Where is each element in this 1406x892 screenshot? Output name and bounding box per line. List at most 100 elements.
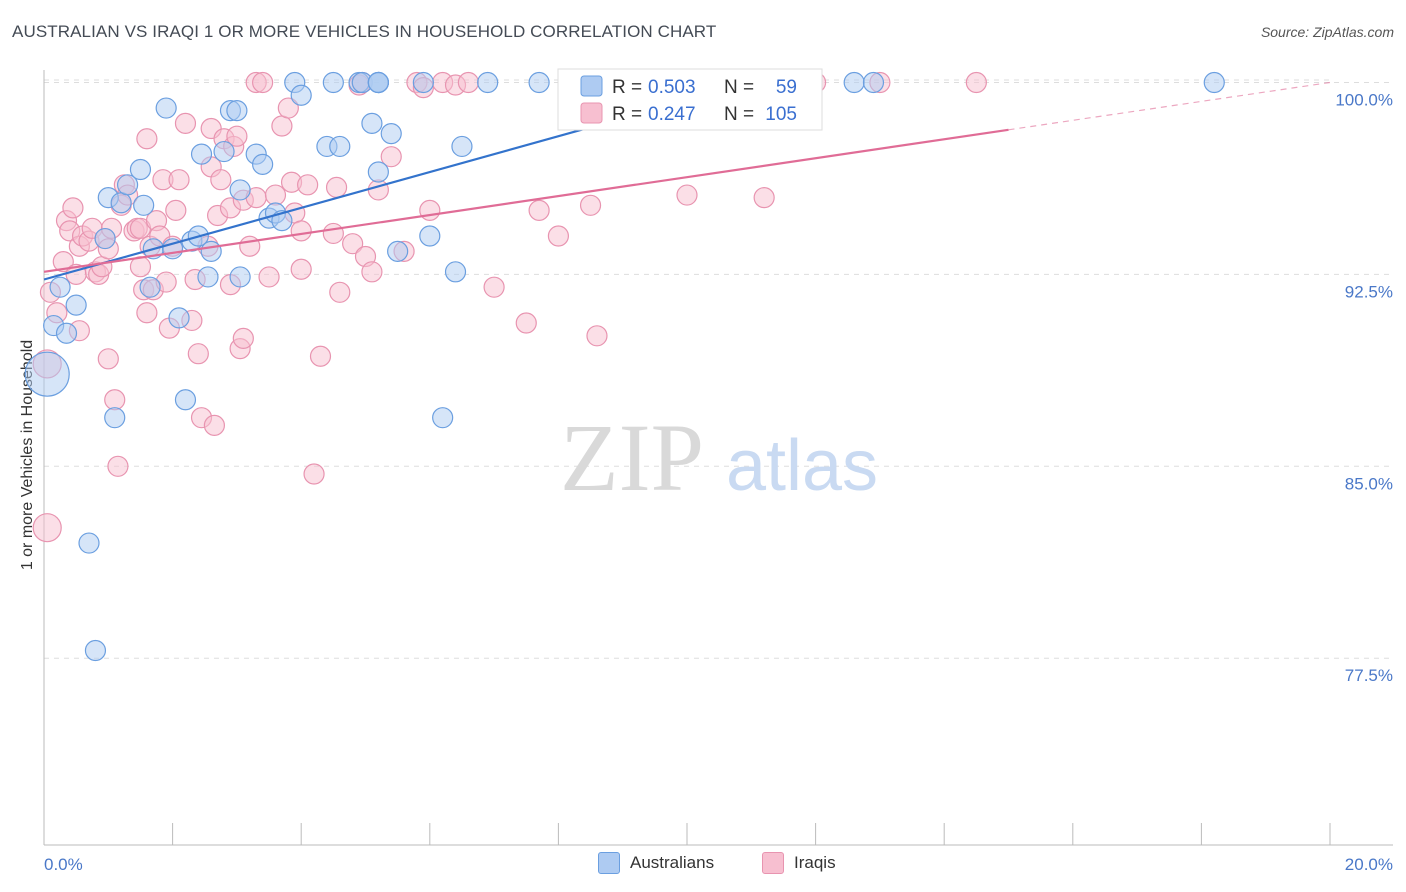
legend-r-label-iraqis: R = [612,104,642,125]
australians-point [862,71,885,94]
iraqis-point [174,112,197,135]
australians-point [55,322,78,344]
y-tick-labels: 100.0% 92.5% 85.0% 77.5% [1335,90,1393,685]
legend-r-value-australians: 0.503 [648,77,696,98]
iraqis-point [271,115,293,137]
australians-point [213,140,235,163]
australians-point [229,179,251,201]
legend-r-label-australians: R = [612,77,642,98]
legend-r-value-iraqis: 0.247 [648,104,696,125]
legend-swatch-iraqis-bottom [762,852,784,874]
australians-point [432,407,454,429]
legend-swatch-australians [580,75,603,97]
legend-n-value-iraqis: 105 [765,104,797,125]
legend-swatch-iraqis [580,102,603,124]
iraqis-point [104,389,126,411]
watermark: ZIP atlas [560,404,878,511]
iraqis-point [547,225,570,247]
iraqis-point [303,463,325,485]
iraqis-point [32,513,62,543]
legend-n-value-australians: 59 [776,77,797,98]
iraqis-trend-line [43,128,1009,273]
iraqis-point [528,199,550,222]
iraqis-point [483,276,505,298]
australians-point [110,192,132,214]
iraqis-point [361,261,383,283]
iraqis-point [165,199,187,222]
iraqis-point [136,302,158,324]
australians-point [361,112,383,135]
australians-point [133,194,155,216]
iraqis-point [309,345,332,367]
iraqis-point [515,312,537,334]
australians-point [528,71,550,94]
iraqis-point [210,169,232,191]
y-tick-label: 77.5% [1345,666,1393,685]
iraqis-point [325,176,348,198]
australians-point [200,240,222,262]
y-tick-label: 100.0% [1335,90,1393,109]
iraqis-point [965,71,987,94]
australians-point [1203,71,1225,94]
iraqis-point [586,325,608,347]
australians-point [367,161,389,183]
iraqis-point [203,414,225,436]
australians-point [387,240,409,262]
iraqis-point [264,184,287,206]
legend-item-iraqis[interactable]: Iraqis [762,852,836,874]
watermark-atlas: atlas [726,426,878,506]
australians-point [197,266,219,288]
iraqis-point [136,128,158,150]
watermark-zip: ZIP [560,404,704,511]
iraqis-point [290,258,312,280]
chart-source: Source: ZipAtlas.com [1260,24,1394,40]
legend-item-australians[interactable]: Australians [598,852,714,874]
iraqis-point [579,194,602,216]
iraqis-point [367,179,389,201]
australians-point [24,351,70,397]
australians-point [84,639,107,662]
australians-point [380,123,402,145]
y-tick-label: 92.5% [1345,282,1393,301]
australians-point [419,225,441,247]
legend-swatch-australians-bottom [598,852,620,874]
australians-point [451,135,473,158]
iraqis-point [342,233,364,255]
australians-point [139,276,161,298]
australians-point [290,84,312,106]
gridlines [44,79,1390,659]
australians-point [168,307,190,329]
australians-point [116,174,139,196]
iraqis-point [232,327,254,349]
iraqis-point [380,146,402,168]
legend-n-label-iraqis: N = [724,104,754,125]
iraqis-point [290,220,312,242]
correlation-legend: R = 0.503 N = 59 R = 0.247 N = 105 [557,68,823,131]
legend-label-australians: Australians [630,853,715,872]
australians-point [843,71,865,94]
iraqis-point [97,348,119,370]
iraqis-point [62,197,84,219]
australians-point [229,266,251,288]
chart-title: AUSTRALIAN VS IRAQI 1 OR MORE VEHICLES I… [12,22,717,41]
australians-point [94,227,116,250]
australians-point [65,294,87,316]
legend-n-label-australians: N = [724,77,754,98]
legend-label-iraqis: Iraqis [794,853,836,872]
iraqis-point [322,222,344,245]
australians-point [49,276,71,298]
x-tick-label-max: 20.0% [1345,855,1393,874]
australians-point [444,261,467,283]
australians-point [129,158,152,181]
iraqis-point [187,343,209,365]
axes [43,70,1393,846]
iraqis-point [226,125,248,147]
australians-points [24,71,1225,662]
iraqis-trend-line-extension [1008,81,1331,131]
iraqis-point [107,455,129,477]
australians-point [329,135,351,158]
australians-point [174,389,197,411]
x-tick-label-min: 0.0% [44,855,83,874]
australians-point [412,71,434,94]
australians-point [367,71,389,94]
